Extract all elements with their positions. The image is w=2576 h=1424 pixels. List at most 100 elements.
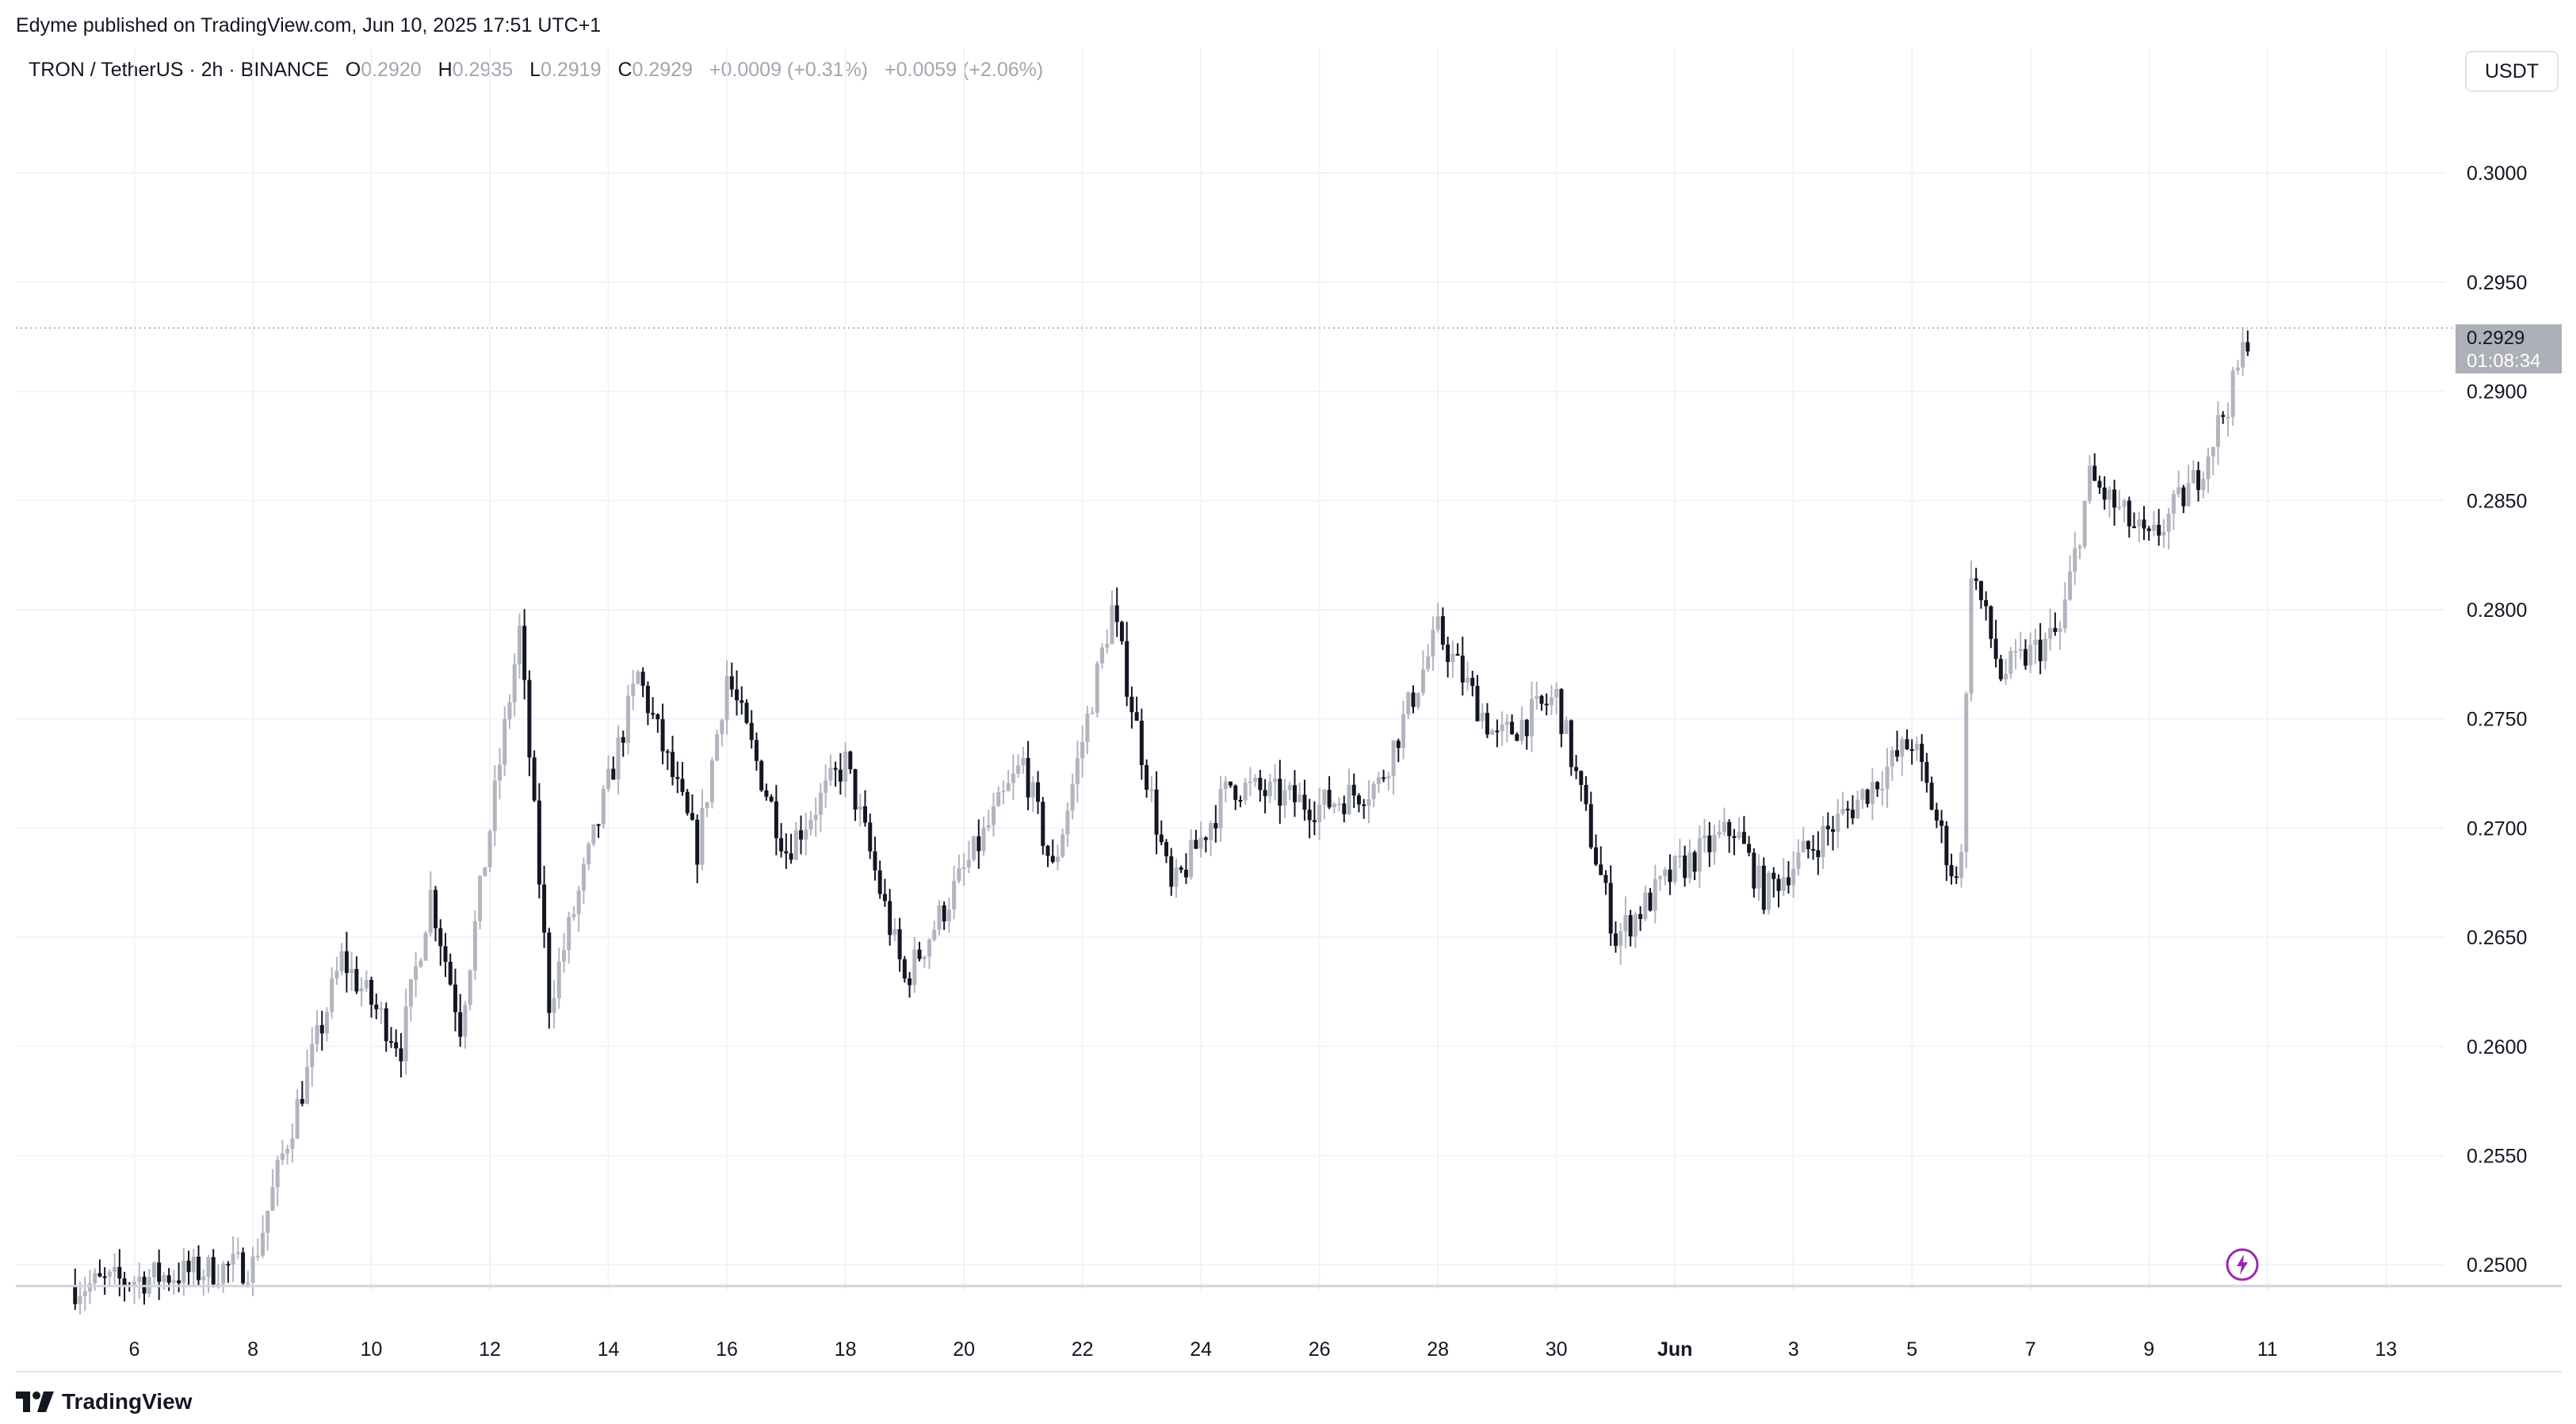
candle-body bbox=[1055, 856, 1060, 863]
candle-body bbox=[330, 978, 334, 1012]
candle-body bbox=[151, 1262, 156, 1277]
candle-body bbox=[1480, 713, 1485, 722]
candle-body bbox=[740, 700, 744, 703]
candle-body bbox=[1243, 783, 1248, 801]
candle-body bbox=[576, 890, 581, 914]
candle-body bbox=[1875, 782, 1880, 790]
candle-body bbox=[2117, 506, 2122, 508]
candle-body bbox=[818, 792, 823, 815]
candle-body bbox=[1998, 659, 2003, 679]
x-tick-label: 18 bbox=[835, 1338, 857, 1361]
symbol-name[interactable]: TRON / TetherUS · 2h · BINANCE bbox=[29, 59, 329, 81]
candle-body bbox=[1954, 876, 1959, 879]
x-tick-label: 5 bbox=[1906, 1338, 1917, 1361]
candle-body bbox=[1924, 762, 1929, 783]
candle-body bbox=[1885, 766, 1890, 789]
candle-body bbox=[434, 890, 438, 928]
candle-body bbox=[715, 733, 720, 761]
candle-body bbox=[1312, 820, 1317, 822]
lightning-alert-icon[interactable] bbox=[2225, 1247, 2260, 1282]
candle-body bbox=[1697, 838, 1702, 872]
candle-body bbox=[547, 932, 552, 1013]
x-tick-label: 24 bbox=[1190, 1338, 1212, 1361]
candle-body bbox=[177, 1280, 182, 1284]
candle-body bbox=[1307, 810, 1312, 821]
candle-body bbox=[1396, 741, 1401, 748]
currency-button[interactable]: USDT bbox=[2465, 51, 2559, 92]
candle-body bbox=[107, 1271, 112, 1277]
candle-body bbox=[853, 769, 858, 810]
y-tick-label: 0.2550 bbox=[2467, 1146, 2527, 1168]
candle-body bbox=[902, 959, 907, 979]
candle-body bbox=[1045, 845, 1050, 856]
candle-body bbox=[1347, 784, 1351, 814]
candle-body bbox=[1895, 750, 1900, 757]
candle-body bbox=[1426, 656, 1431, 670]
candle-body bbox=[319, 1024, 324, 1034]
candle-body bbox=[671, 752, 675, 778]
x-tick-label: 26 bbox=[1309, 1338, 1331, 1361]
candle-body bbox=[507, 702, 512, 720]
candle-body bbox=[1470, 677, 1475, 687]
candle-body bbox=[735, 689, 740, 701]
tradingview-logo[interactable]: TradingView bbox=[16, 1389, 192, 1414]
candle-body bbox=[2215, 415, 2220, 447]
candle-body bbox=[1944, 825, 1949, 866]
candle-body bbox=[1940, 820, 1944, 826]
candle-body bbox=[2073, 548, 2077, 572]
candle-body bbox=[2058, 628, 2062, 633]
candle-body bbox=[724, 676, 729, 721]
candle-body bbox=[1821, 825, 1825, 858]
candle-body bbox=[1663, 869, 1668, 877]
candle-body bbox=[581, 863, 586, 891]
candle-body bbox=[838, 769, 843, 782]
candle-body bbox=[182, 1260, 186, 1284]
candle-body bbox=[952, 881, 957, 910]
candle-body bbox=[266, 1210, 270, 1233]
candle-body bbox=[527, 679, 532, 758]
candle-body bbox=[1920, 744, 1924, 763]
candle-body bbox=[388, 1041, 393, 1043]
candle-body bbox=[1194, 840, 1198, 849]
candle-body bbox=[517, 626, 522, 665]
candle-body bbox=[1752, 852, 1756, 889]
candle-body bbox=[2097, 480, 2102, 488]
candle-body bbox=[937, 905, 942, 930]
candle-body bbox=[1964, 693, 1969, 852]
axes: 0.2500 0.2550 0.2600 0.2650 0.2700 0.2750 0.28… bbox=[16, 163, 2562, 1372]
high-label: H bbox=[438, 59, 453, 81]
x-tick-label: 7 bbox=[2025, 1338, 2036, 1361]
candle-body bbox=[2013, 651, 2018, 653]
candle-body bbox=[1741, 832, 1746, 844]
candle-body bbox=[211, 1257, 216, 1284]
candle-body bbox=[1761, 865, 1766, 910]
candle-body bbox=[2043, 638, 2047, 661]
bar-change: +0.0009 (+0.31%) bbox=[709, 59, 869, 81]
candle-body bbox=[300, 1099, 304, 1104]
candle-body bbox=[917, 949, 922, 959]
candle-body bbox=[1628, 915, 1633, 937]
x-tick-label: 6 bbox=[129, 1338, 140, 1361]
candle-body bbox=[567, 917, 571, 951]
candle-body bbox=[87, 1283, 92, 1292]
candle-body bbox=[1969, 578, 1974, 694]
candle-body bbox=[651, 713, 655, 715]
candle-body bbox=[285, 1149, 290, 1154]
x-tick-label: 30 bbox=[1546, 1338, 1568, 1361]
candle-body bbox=[2132, 526, 2137, 528]
candle-body bbox=[774, 801, 778, 839]
candle-body bbox=[2235, 367, 2240, 371]
candle-body bbox=[1100, 647, 1105, 664]
candle-body bbox=[977, 836, 981, 852]
candle-body bbox=[1030, 782, 1035, 798]
low-label: L bbox=[529, 59, 541, 81]
candle-body bbox=[1771, 872, 1776, 879]
candle-body bbox=[2186, 483, 2191, 507]
candle-body bbox=[1273, 779, 1278, 782]
candle-body bbox=[1061, 834, 1065, 857]
candle-body bbox=[749, 722, 754, 741]
candle-body bbox=[556, 961, 561, 999]
candle-body bbox=[932, 929, 937, 940]
candle-body bbox=[196, 1257, 201, 1280]
